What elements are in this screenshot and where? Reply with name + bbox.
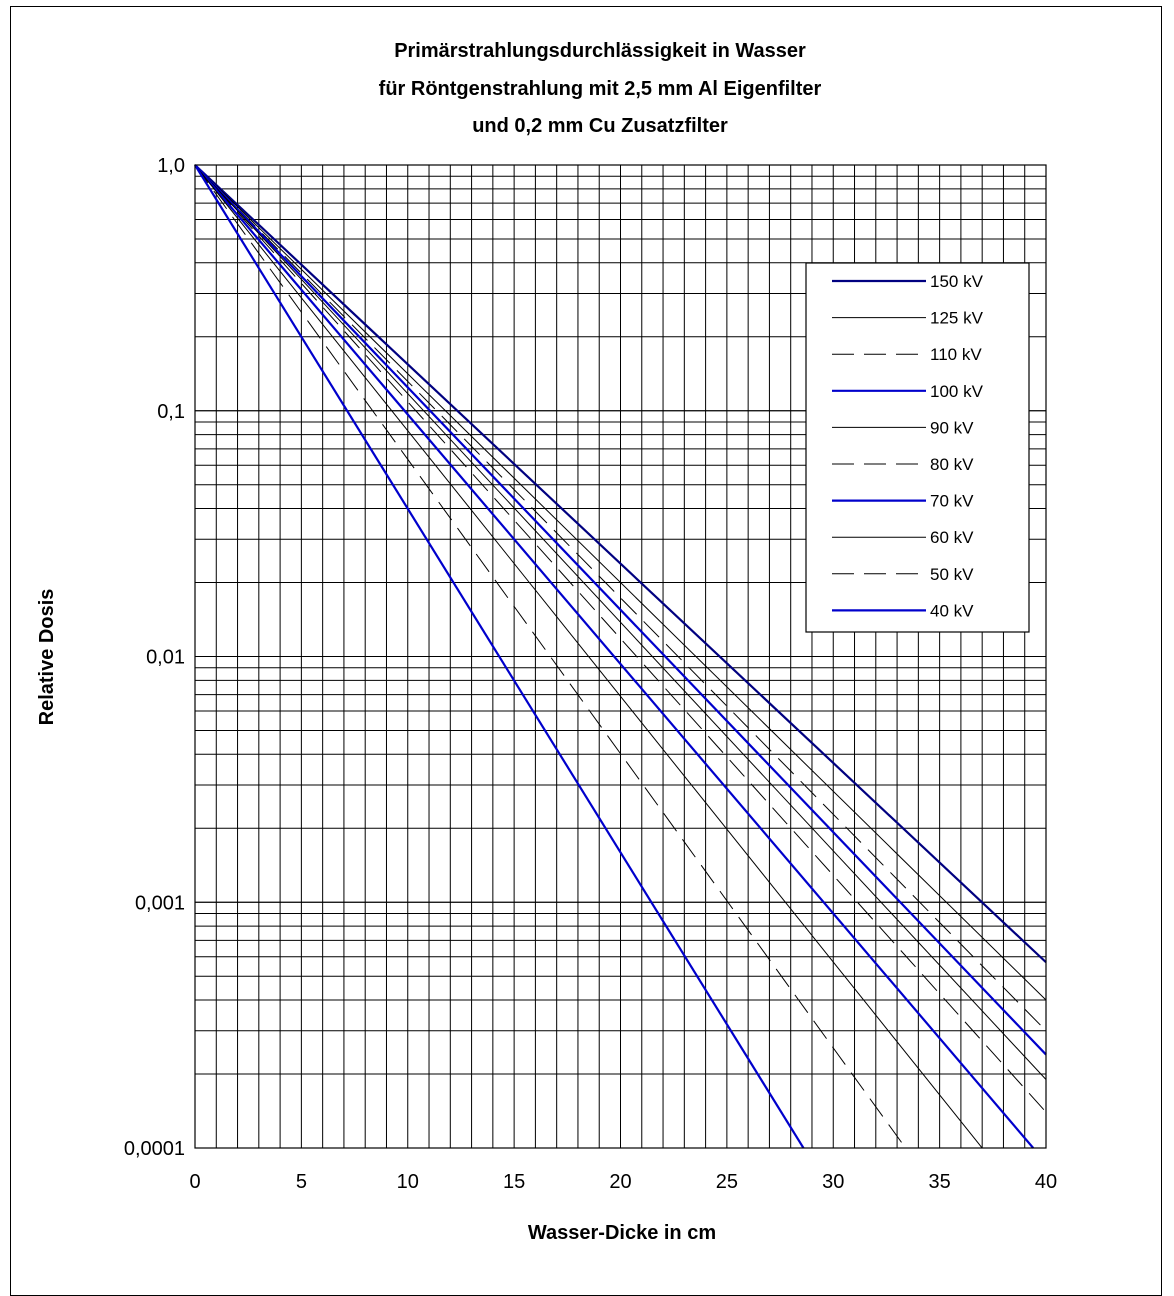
- x-tick-label: 20: [609, 1171, 631, 1193]
- series-layer: [194, 164, 1047, 1149]
- series-line-60-kv: [194, 164, 983, 1149]
- legend-label: 70 kV: [930, 492, 974, 511]
- y-tick-label: 0,001: [135, 892, 185, 914]
- x-tick-label: 10: [397, 1171, 419, 1193]
- series-line-50-kv: [194, 164, 906, 1149]
- series-line-100-kv: [194, 164, 1047, 1056]
- chart-title-line-3: und 0,2 mm Cu Zusatzfilter: [472, 115, 728, 137]
- chart-title-line-1: Primärstrahlungsdurchlässigkeit in Wasse…: [394, 40, 806, 62]
- series-line-125-kv: [194, 164, 1047, 1001]
- series-line-90-kv: [194, 164, 1047, 1080]
- series-line-80-kv: [194, 164, 1047, 1113]
- x-tick-label: 25: [716, 1171, 738, 1193]
- plot-border: [194, 164, 1047, 1149]
- legend-label: 110 kV: [930, 345, 982, 364]
- series-line-150-kv: [194, 164, 1047, 964]
- y-tick-labels: 1,0 0,1 0,01 0,001 0,0001: [124, 155, 185, 1160]
- x-axis-label: Wasser-Dicke in cm: [528, 1222, 716, 1244]
- x-tick-label: 35: [929, 1171, 951, 1193]
- legend-label: 50 kV: [930, 565, 974, 584]
- series-line-110-kv: [194, 164, 1047, 1032]
- x-tick-label: 5: [296, 1171, 307, 1193]
- x-tick-labels: 0 5 10 15 20 25 30 35 40: [189, 1171, 1057, 1193]
- x-tick-label: 15: [503, 1171, 525, 1193]
- legend-label: 90 kV: [930, 418, 974, 437]
- legend-label: 125 kV: [930, 309, 984, 328]
- y-axis-label: Relative Dosis: [36, 589, 58, 726]
- chart-title-line-2: für Röntgenstrahlung mit 2,5 mm Al Eigen…: [379, 78, 822, 100]
- y-tick-label: 0,01: [146, 647, 185, 669]
- legend-label: 60 kV: [930, 528, 974, 547]
- legend-box: [805, 262, 1030, 633]
- chart-svg: Primärstrahlungsdurchlässigkeit in Wasse…: [36, 40, 1057, 1244]
- x-tick-label: 40: [1035, 1171, 1057, 1193]
- y-tick-label: 0,0001: [124, 1138, 185, 1160]
- legend-label: 150 kV: [930, 272, 984, 291]
- x-tick-label: 0: [189, 1171, 200, 1193]
- y-tick-label: 1,0: [157, 155, 185, 177]
- legend-label: 80 kV: [930, 455, 974, 474]
- x-tick-label: 30: [822, 1171, 844, 1193]
- legend-label: 100 kV: [930, 382, 984, 401]
- legend-label: 40 kV: [930, 601, 974, 620]
- legend: 150 kV 125 kV 110 kV 100 kV 90 kV 80 kV 70 kV 6…: [805, 262, 1030, 633]
- series-line-40-kv: [194, 164, 805, 1149]
- series-line-70-kv: [194, 164, 1035, 1149]
- grid-layer: [194, 164, 1047, 1149]
- y-tick-label: 0,1: [157, 401, 185, 423]
